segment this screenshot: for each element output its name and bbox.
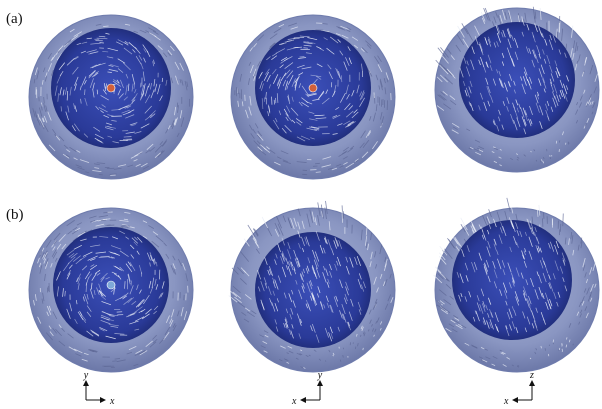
sphere-grid	[28, 6, 600, 373]
axis-label-vertical-2: y	[317, 370, 323, 381]
vortex-core	[308, 83, 318, 93]
axis-indicator-3: z x	[503, 370, 535, 407]
inner-streamlines	[56, 230, 165, 340]
inner-sphere	[255, 232, 371, 348]
sphere-panel-a-3	[434, 6, 600, 173]
row-label-a: (a)	[6, 11, 23, 27]
inner-sphere	[459, 22, 575, 138]
sphere-panel-b-2	[228, 200, 396, 373]
shell-streaks	[234, 22, 392, 176]
axis-label-horizontal-2: x	[291, 396, 297, 407]
axis-label-horizontal-1: x	[109, 396, 115, 407]
sphere-panel-b-3	[433, 197, 600, 373]
inner-sphere	[452, 220, 572, 340]
shell-streaks	[435, 6, 599, 167]
axis-label-vertical-1: y	[83, 370, 89, 381]
shell-streaks	[33, 211, 189, 368]
shell-streaks	[228, 200, 394, 369]
shell-streaks	[433, 197, 597, 368]
inner-streamlines	[258, 35, 365, 142]
axis-indicator-2: y x	[291, 370, 323, 407]
inner-streamlines	[257, 230, 366, 343]
row-label-b: (b)	[6, 207, 24, 223]
axis-label-horizontal-3: x	[503, 396, 509, 407]
sphere-panel-a-1	[28, 14, 194, 180]
vortex-core	[106, 280, 116, 290]
sphere-panel-a-2	[230, 14, 396, 180]
axis-indicators: y x y x z x	[83, 370, 535, 407]
vortex-core	[106, 83, 116, 93]
inner-streamlines	[54, 32, 168, 144]
sphere-panel-b-1	[28, 207, 194, 373]
axis-label-vertical-3: z	[529, 370, 534, 381]
inner-streamlines	[459, 19, 569, 135]
axis-indicator-1: y x	[83, 370, 115, 407]
inner-streamlines	[456, 217, 568, 337]
